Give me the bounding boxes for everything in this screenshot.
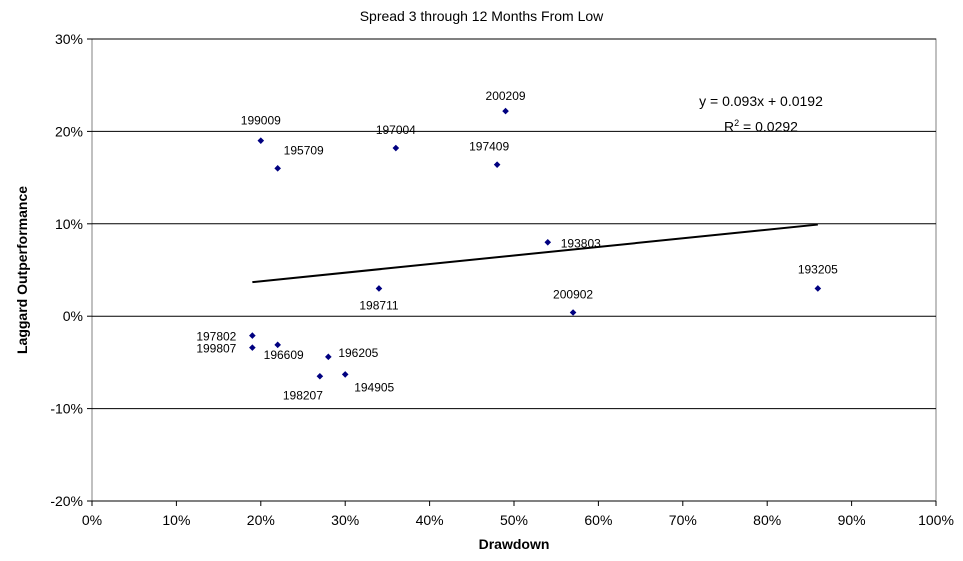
- point-label: 199807: [196, 342, 236, 356]
- data-points: [249, 107, 822, 380]
- point-label: 197004: [376, 123, 416, 137]
- x-tick-label: 40%: [416, 512, 444, 528]
- data-point: [341, 371, 349, 378]
- x-tick-label: 0%: [82, 512, 102, 528]
- data-point: [493, 161, 501, 168]
- point-label: 195709: [284, 143, 324, 157]
- trendline-group: [252, 223, 818, 284]
- point-label: 193803: [561, 236, 601, 250]
- x-tick-label: 80%: [753, 512, 781, 528]
- x-tick-label: 90%: [838, 512, 866, 528]
- chart-title: Spread 3 through 12 Months From Low: [359, 8, 604, 24]
- r-squared-value: = 0.0292: [739, 118, 798, 135]
- x-tick-label: 20%: [247, 512, 275, 528]
- x-tick-label: 60%: [584, 512, 612, 528]
- r-squared-line: R2 = 0.0292: [661, 112, 861, 138]
- point-label: 200902: [553, 288, 593, 302]
- point-label: 194905: [354, 380, 394, 394]
- point-label: 196205: [338, 346, 378, 360]
- data-point: [274, 165, 281, 172]
- point-label: 198207: [283, 388, 323, 402]
- data-point: [325, 353, 332, 361]
- data-point: [392, 144, 400, 152]
- data-point: [375, 285, 383, 292]
- y-tick-label: 0%: [63, 308, 83, 324]
- point-labels: 199009 195709 197004 200209 197409 193803 1932…: [196, 89, 838, 402]
- data-point: [569, 309, 577, 316]
- data-point: [814, 285, 822, 292]
- y-tick-label: 30%: [55, 31, 83, 47]
- y-tick-label: 20%: [55, 123, 83, 139]
- point-label: 193205: [798, 262, 838, 276]
- data-point: [274, 341, 281, 349]
- point-label: 200209: [486, 89, 526, 103]
- data-point: [249, 344, 256, 351]
- point-label: 198711: [359, 298, 398, 312]
- trendline-equation: y = 0.093x + 0.0192 R2 = 0.0292: [661, 90, 861, 138]
- data-point: [502, 107, 509, 115]
- x-axis-label: Drawdown: [478, 536, 550, 552]
- trendline: [252, 223, 818, 284]
- y-tick-label: 10%: [55, 216, 83, 232]
- x-axis-ticks: 0% 10% 20% 30% 40% 50% 60% 70% 80% 90% 100%: [82, 501, 954, 528]
- x-tick-label: 30%: [331, 512, 359, 528]
- point-label: 197802: [196, 330, 236, 344]
- data-point: [316, 372, 324, 380]
- x-tick-label: 10%: [162, 512, 190, 528]
- x-tick-label: 70%: [669, 512, 697, 528]
- point-label: 196609: [264, 348, 304, 362]
- data-point: [257, 137, 265, 144]
- point-label: 197409: [469, 140, 509, 154]
- r-squared-exponent: 2: [734, 118, 740, 128]
- plot-area: [91, 38, 937, 502]
- equation-line: y = 0.093x + 0.0192: [699, 93, 823, 109]
- y-axis-label: Laggard Outperformance: [14, 185, 30, 355]
- y-tick-label: -20%: [50, 493, 83, 509]
- x-tick-label: 50%: [500, 512, 528, 528]
- point-label: 199009: [241, 114, 281, 128]
- data-point: [249, 332, 256, 339]
- y-tick-label: -10%: [50, 401, 83, 417]
- data-point: [544, 238, 552, 246]
- r-squared-prefix: R: [724, 118, 735, 135]
- x-tick-label: 100%: [918, 512, 954, 528]
- y-axis-ticks: 30% 20% 10% 0% -10% -20%: [50, 31, 92, 509]
